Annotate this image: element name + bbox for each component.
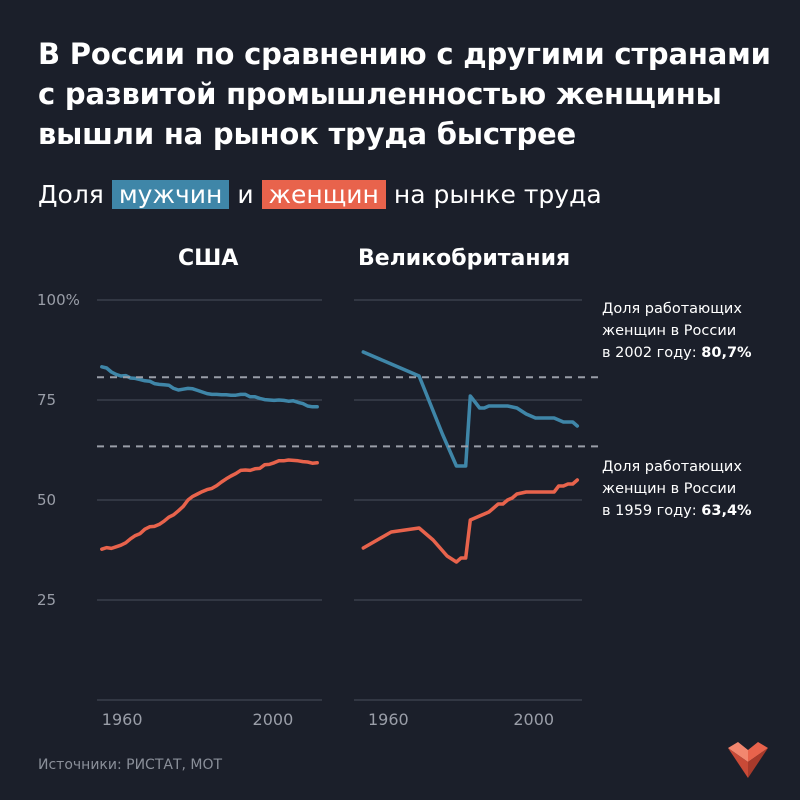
y-tick-label: 50 [37, 491, 56, 509]
legend-women: женщин [261, 180, 386, 209]
x-tick-label: 2000 [253, 710, 294, 729]
annotation-1959-prefix: в 1959 году: [602, 503, 697, 519]
y-tick-label: 100% [37, 291, 80, 309]
annotation-1959-line2: женщин в России [602, 481, 737, 497]
annotation-2002-line2: женщин в России [602, 323, 737, 339]
annotation-2002-line1: Доля работающих [602, 301, 742, 317]
annotation-2002-value: 80,7% [701, 345, 752, 361]
annotation-1959-line1: Доля работающих [602, 459, 742, 475]
x-tick-label: 1960 [102, 710, 143, 729]
annotation-2002: Доля работающих женщин в России в 2002 г… [602, 298, 792, 364]
legend-men: мужчин [111, 180, 230, 209]
series-line-men [361, 350, 580, 468]
y-tick-label: 75 [37, 391, 56, 409]
y-tick-label: 25 [37, 591, 56, 609]
series-line-women [100, 458, 319, 551]
subtitle-prefix: Доля [38, 180, 104, 209]
panel-title-uk: Великобритания [358, 246, 571, 271]
source-note: Источники: РИСТАТ, МОТ [38, 757, 223, 773]
subtitle-and: и [237, 180, 254, 209]
chart-subtitle: Доля мужчин и женщин на рынке труда [38, 178, 778, 212]
x-tick-label: 2000 [513, 710, 554, 729]
chart-title: В России по сравнению с другими странами… [38, 37, 771, 151]
annotation-1959-line3: в 1959 году: 63,4% [602, 500, 792, 522]
annotation-1959: Доля работающих женщин в России в 1959 г… [602, 456, 792, 522]
heart-logo-icon [728, 742, 768, 778]
subtitle-suffix: на рынке труда [393, 180, 602, 209]
series-line-women [361, 478, 580, 564]
annotation-1959-value: 63,4% [701, 503, 752, 519]
x-tick-label: 1960 [368, 710, 409, 729]
annotation-2002-prefix: в 2002 году: [602, 345, 697, 361]
panel-title-usa: США [178, 246, 239, 271]
annotation-2002-line3: в 2002 году: 80,7% [602, 342, 792, 364]
series-line-men [100, 365, 319, 409]
